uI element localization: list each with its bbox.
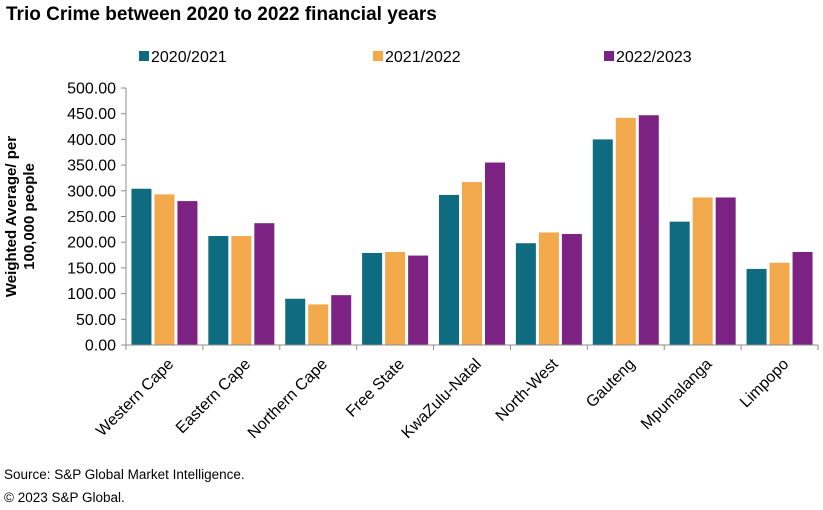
x-tick-label: Northern Cape bbox=[245, 356, 331, 442]
source-note: Source: S&P Global Market Intelligence. bbox=[4, 467, 245, 482]
bar bbox=[254, 223, 275, 345]
bar bbox=[515, 243, 536, 345]
bar bbox=[231, 236, 252, 345]
legend-label: 2022/2023 bbox=[616, 49, 692, 66]
bar bbox=[638, 115, 659, 345]
y-tick-label: 400.00 bbox=[67, 132, 116, 149]
bar bbox=[561, 233, 582, 345]
x-tick-label: Western Cape bbox=[93, 356, 177, 440]
y-tick-label: 450.00 bbox=[67, 106, 116, 123]
bar bbox=[615, 117, 636, 345]
chart-title: Trio Crime between 2020 to 2022 financia… bbox=[6, 4, 437, 25]
y-axis-title-line: Weighted Average/ per bbox=[3, 136, 20, 297]
bar bbox=[177, 201, 198, 345]
y-tick-label: 0.00 bbox=[85, 338, 116, 355]
copyright-note: © 2023 S&P Global. bbox=[4, 490, 125, 505]
bar bbox=[692, 197, 713, 345]
x-tick-label: Eastern Cape bbox=[173, 356, 254, 437]
bar bbox=[746, 268, 767, 345]
bar bbox=[154, 194, 175, 345]
x-tick-label: Gauteng bbox=[583, 356, 638, 411]
bar bbox=[769, 262, 790, 345]
bar bbox=[331, 295, 352, 345]
legend: 2020/2021 2021/2022 2022/2023 bbox=[139, 49, 692, 66]
bar bbox=[462, 182, 482, 345]
bar bbox=[208, 236, 229, 345]
bar-chart: 2020/2021 2021/2022 2022/2023 Weighted Ave… bbox=[3, 49, 819, 442]
y-tick-label: 50.00 bbox=[76, 312, 116, 329]
bar bbox=[669, 221, 690, 345]
bar bbox=[485, 162, 505, 345]
y-tick-label: 100.00 bbox=[67, 286, 116, 303]
legend-swatch bbox=[139, 51, 149, 61]
bar bbox=[538, 232, 559, 345]
y-axis-label: Weighted Average/ per 100,000 people bbox=[3, 136, 38, 297]
bar bbox=[792, 251, 813, 345]
bars bbox=[131, 115, 813, 345]
legend-swatch bbox=[373, 51, 383, 61]
legend-label: 2020/2021 bbox=[151, 49, 227, 66]
bar bbox=[408, 255, 429, 345]
bar bbox=[285, 298, 306, 345]
bar bbox=[439, 194, 459, 345]
x-tick-label: Limpopo bbox=[737, 356, 792, 411]
bar bbox=[362, 252, 383, 345]
x-tick-label: Free State bbox=[343, 356, 408, 421]
bar bbox=[715, 197, 736, 345]
y-tick-label: 150.00 bbox=[67, 260, 116, 277]
y-tick-label: 350.00 bbox=[67, 158, 116, 175]
bar bbox=[385, 251, 406, 345]
y-tick-label: 250.00 bbox=[67, 209, 116, 226]
y-tick-label: 200.00 bbox=[67, 235, 116, 252]
y-tick-label: 300.00 bbox=[67, 183, 116, 200]
x-tick-label: North-West bbox=[493, 355, 562, 424]
bar bbox=[592, 139, 613, 345]
legend-label: 2021/2022 bbox=[385, 49, 461, 66]
x-tick-label: KwaZulu-Natal bbox=[399, 356, 485, 442]
y-tick-label: 500.00 bbox=[67, 81, 116, 98]
legend-swatch bbox=[604, 51, 614, 61]
y-axis: 0.00 50.00 100.00 150.00 200.00 250.00 300.00 3… bbox=[67, 81, 127, 355]
x-tick-label: Mpumalanga bbox=[638, 356, 716, 434]
y-axis-title-line: 100,000 people bbox=[21, 163, 38, 270]
bar bbox=[131, 188, 152, 345]
bar bbox=[308, 304, 329, 345]
